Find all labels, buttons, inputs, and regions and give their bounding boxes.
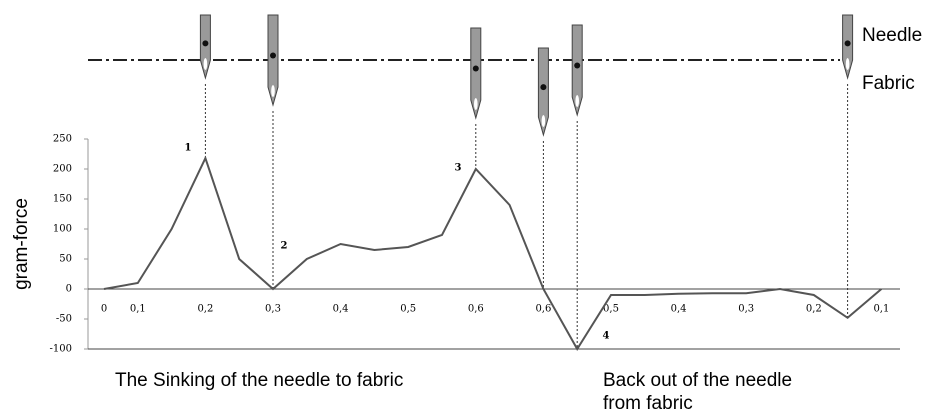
fabric-label: Fabric bbox=[862, 73, 915, 94]
y-tick-label: -100 bbox=[50, 344, 72, 355]
y-tick-label: 250 bbox=[53, 134, 72, 145]
chart: Needle Fabric gram-force The Sinking of … bbox=[0, 0, 950, 414]
needle-hole bbox=[845, 40, 851, 46]
x-tick-label: 0,2 bbox=[806, 304, 822, 315]
x-tick-label: 0,6 bbox=[468, 304, 484, 315]
x-tick-label: 0,3 bbox=[265, 304, 281, 315]
data-line bbox=[104, 158, 881, 349]
x-tick-label: 0,1 bbox=[873, 304, 889, 315]
needle-hole bbox=[540, 84, 546, 90]
x-tick-label: 0,6 bbox=[535, 304, 551, 315]
y-tick-label: 150 bbox=[53, 194, 72, 205]
x-tick-label: 0,2 bbox=[197, 304, 213, 315]
y-axis-label: gram-force bbox=[11, 198, 32, 290]
x-tick-label: 0,4 bbox=[333, 304, 349, 315]
x-tick-label: 0,1 bbox=[130, 304, 146, 315]
x-tick-label: 0 bbox=[101, 304, 107, 315]
needle-eye bbox=[474, 98, 478, 110]
needle-label: Needle bbox=[862, 25, 922, 46]
needle-hole bbox=[202, 40, 208, 46]
y-tick-label: -50 bbox=[56, 314, 72, 325]
needle-eye bbox=[846, 58, 850, 70]
caption: from fabric bbox=[603, 393, 693, 414]
needle-eye bbox=[542, 115, 546, 127]
point-annotation: 2 bbox=[281, 241, 288, 252]
y-tick-label: 0 bbox=[66, 284, 72, 295]
x-tick-label: 0,3 bbox=[738, 304, 754, 315]
needle-hole bbox=[574, 63, 580, 69]
y-tick-label: 50 bbox=[59, 254, 72, 265]
caption: Back out of the needle bbox=[603, 370, 792, 391]
needle-eye bbox=[271, 85, 275, 97]
x-tick-label: 0,5 bbox=[400, 304, 416, 315]
needle-hole bbox=[473, 66, 479, 72]
x-tick-label: 0,4 bbox=[671, 304, 687, 315]
needle-eye bbox=[204, 58, 208, 70]
point-annotation: 3 bbox=[455, 163, 462, 174]
needle-eye bbox=[575, 95, 579, 107]
y-tick-label: 100 bbox=[53, 224, 72, 235]
y-tick-label: 200 bbox=[53, 164, 72, 175]
point-annotation: 4 bbox=[603, 331, 610, 342]
caption: The Sinking of the needle to fabric bbox=[115, 370, 403, 391]
needle-hole bbox=[270, 53, 276, 59]
point-annotation: 1 bbox=[185, 143, 192, 154]
